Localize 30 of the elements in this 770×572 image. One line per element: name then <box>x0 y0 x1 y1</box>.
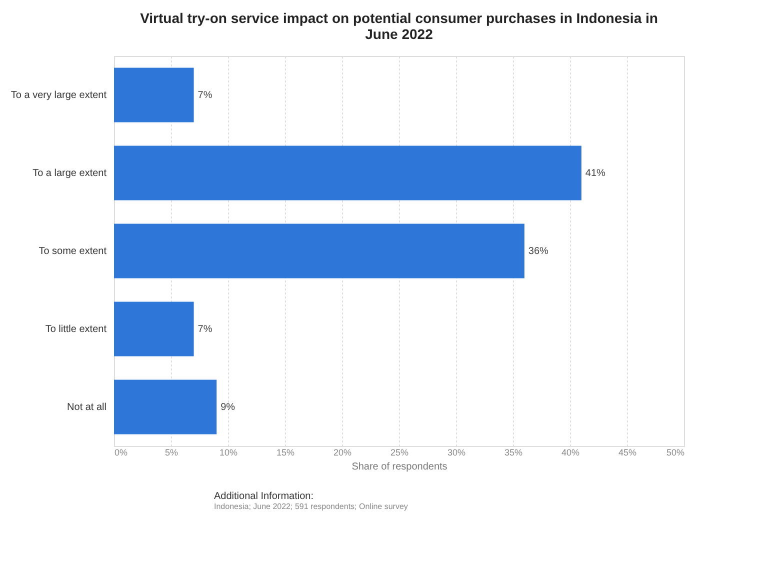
bar <box>114 380 217 434</box>
chart-title: Virtual try-on service impact on potential consumer purchases in Indonesia in June 2022 <box>140 10 658 42</box>
x-tick-label: 20% <box>333 448 352 458</box>
x-tick-label: 50% <box>666 448 684 458</box>
y-tick-label: Not at all <box>67 402 106 413</box>
x-tick-label: 40% <box>561 448 580 458</box>
bar <box>114 224 524 278</box>
y-tick-label: To some extent <box>38 246 107 257</box>
y-tick-label: To a very large extent <box>10 90 107 101</box>
bar <box>114 302 194 356</box>
x-tick-label: 15% <box>276 448 295 458</box>
x-tick-label: 10% <box>219 448 238 458</box>
data-label: 41% <box>585 168 606 179</box>
data-label: 9% <box>220 402 236 413</box>
x-tick-label: 45% <box>618 448 637 458</box>
x-axis-title: Share of respondents <box>352 462 448 472</box>
bar <box>114 68 194 122</box>
x-tick-label: 30% <box>447 448 466 458</box>
x-tick-label: 25% <box>390 448 409 458</box>
x-tick-label: 5% <box>164 448 178 458</box>
data-label: 7% <box>198 324 212 335</box>
x-tick-label: 35% <box>504 448 523 458</box>
bar <box>114 146 582 200</box>
x-tick-label: 0% <box>114 448 128 458</box>
text: Additional Information: <box>214 491 314 502</box>
data-label: 7% <box>198 90 212 101</box>
y-tick-label: To little extent <box>45 324 107 335</box>
data-label: 36% <box>528 246 549 257</box>
y-tick-label: To a large extent <box>32 168 107 179</box>
text: Indonesia; June 2022; 591 respondents; Online survey <box>214 502 408 511</box>
